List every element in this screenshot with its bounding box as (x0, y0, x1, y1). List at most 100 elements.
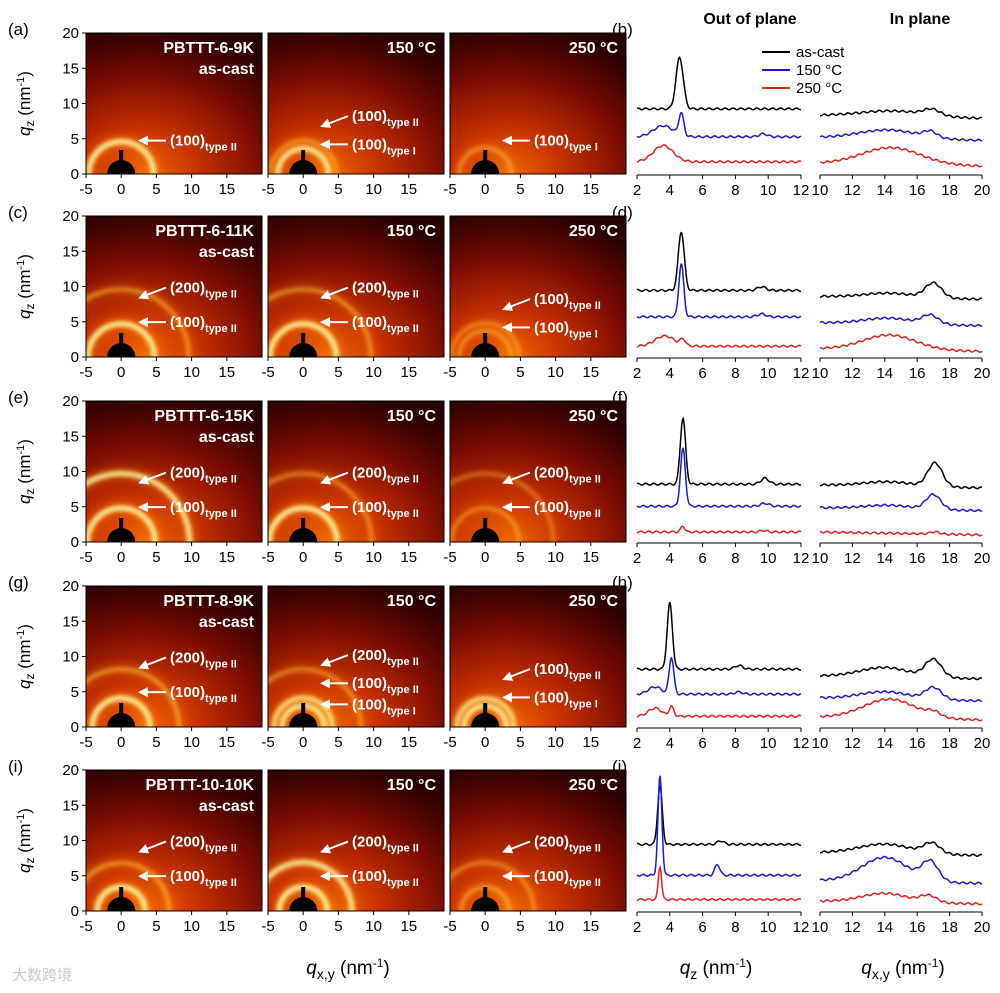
ip-profile-plot: 10 12 14 16 18 20 (812, 841, 991, 936)
y-tick-label: 20 (62, 208, 79, 225)
ip-profile-plot: 10 12 14 16 18 20 (812, 107, 990, 199)
peak-annotation: (100)type II (534, 499, 601, 520)
x-tick-label: -5 (443, 549, 456, 566)
diffraction-ring (86, 505, 158, 542)
in-plane-header: In plane (890, 11, 951, 28)
map-frame (449, 215, 627, 358)
giwaxs-map: 150 °C (200)type II (100)type II -5 0 5 10 15 (261, 769, 445, 935)
y-tick-label: 5 (71, 868, 79, 885)
oop-profile-plot: 2 4 6 8 10 12 (633, 416, 809, 567)
profile-line (636, 263, 802, 319)
map-frame (267, 215, 445, 358)
x-tick-label: 10 (183, 181, 200, 198)
x-tick-label: 4 (666, 919, 674, 936)
map-title: as-cast (199, 798, 255, 815)
annotation-arrow (138, 656, 167, 670)
peak-annotation: (200)type II (352, 465, 419, 486)
x-tick-label: 18 (941, 919, 958, 936)
x-tick-label: 15 (218, 549, 235, 566)
map-frame (267, 585, 445, 728)
x-tick-label: 10 (812, 919, 829, 936)
figure-row: (c) (d)qz (nm-1)05101520PBTTT-6-11Kas-cas… (8, 203, 990, 382)
peak-annotation: (100)type II (170, 684, 237, 705)
map-title: 250 °C (569, 40, 619, 57)
panel-letter: (c) (8, 203, 28, 222)
giwaxs-map: 250 °C (100)type II (100)type I -5 0 5 10 15 (443, 585, 627, 751)
profile-line (819, 281, 983, 301)
profile-line (820, 107, 983, 120)
peak-annotation: (100)type I (534, 319, 598, 340)
x-tick-label: 14 (876, 735, 893, 752)
legend-label: as-cast (796, 44, 845, 61)
x-tick-label: 15 (218, 734, 235, 751)
x-tick-label: 10 (760, 735, 777, 752)
peak-annotation: (200)type II (352, 280, 419, 301)
peak-annotation: (100)type II (352, 314, 419, 335)
x-tick-label: 10 (365, 918, 382, 935)
x-tick-label: 12 (844, 182, 861, 199)
x-tick-label: 10 (812, 365, 829, 382)
giwaxs-map: 250 °C (100)type II (100)type I -5 0 5 10 15 (443, 215, 627, 381)
map-frame (85, 585, 263, 728)
profile-line (636, 111, 802, 139)
x-tick-label: 10 (812, 735, 829, 752)
x-tick-label: 18 (941, 550, 958, 567)
x-tick-label: 12 (844, 550, 861, 567)
y-tick-label: 0 (71, 903, 79, 920)
map-frame (449, 585, 627, 728)
x-tick-label: 10 (547, 918, 564, 935)
profile-line (636, 864, 802, 902)
x-tick-label: 0 (481, 364, 489, 381)
x-tick-label: 10 (760, 182, 777, 199)
peak-annotation: (100)type II (170, 868, 237, 889)
watermark: 大数跨境 (12, 966, 72, 984)
figure-row: (g) (h)qz (nm-1)05101520PBTTT-8-9Kas-cast… (8, 573, 990, 752)
y-tick-label: 15 (62, 243, 79, 260)
map-frame (449, 769, 627, 912)
x-tick-label: 8 (731, 550, 739, 567)
map-title: PBTTT-8-9K (163, 593, 254, 610)
x-tick-label: -5 (79, 364, 92, 381)
peak-annotation: (100)type I (534, 689, 598, 710)
map-frame (85, 769, 263, 912)
diffraction-ring (268, 667, 363, 727)
x-tick-label: 5 (334, 549, 342, 566)
giwaxs-map: PBTTT-6-15K as-cast (200)type II (100)type … (79, 400, 263, 566)
profile-line (819, 685, 983, 703)
peak-annotation: (100)type II (352, 675, 419, 696)
map-title: 250 °C (569, 408, 619, 425)
x-tick-label: 20 (974, 550, 991, 567)
x-tick-label: 10 (812, 550, 829, 567)
x-tick-label: 0 (481, 181, 489, 198)
y-tick-label: 10 (62, 464, 79, 481)
x-tick-label: 5 (334, 734, 342, 751)
x-tick-label: 5 (334, 181, 342, 198)
x-tick-label: 2 (633, 182, 641, 199)
figure-row: (a) (b)qz (nm-1)05101520PBTTT-6-9Kas-cast… (8, 20, 990, 199)
giwaxs-map: 150 °C (200)type II (100)type II(100)type … (261, 585, 445, 751)
annotation-arrow (320, 115, 349, 128)
y-tick-label: 10 (62, 279, 79, 296)
x-tick-label: 15 (400, 181, 417, 198)
profile-line (636, 334, 802, 348)
x-tick-label: 15 (400, 918, 417, 935)
x-tick-label: 5 (516, 549, 524, 566)
giwaxs-map: PBTTT-6-9K as-cast (100)type II -5 0 5 10 15 (79, 32, 263, 198)
x-tick-label: 10 (760, 365, 777, 382)
panel-letter: (i) (8, 757, 23, 776)
x-tick-label: 15 (582, 734, 599, 751)
peak-annotation: (100)type II (534, 291, 601, 312)
profile-line (636, 56, 802, 111)
giwaxs-map: 150 °C (200)type II (100)type II -5 0 5 10 15 (261, 400, 445, 566)
y-tick-label: 10 (62, 649, 79, 666)
profile-line (636, 525, 802, 534)
diffraction-ring (86, 139, 157, 174)
x-tick-label: 20 (974, 919, 991, 936)
map-frame (267, 32, 445, 175)
legend-label: 150 °C (796, 62, 842, 79)
oop-profile-plot: 2 4 6 8 10 12 (633, 602, 809, 752)
profile-line (819, 333, 983, 353)
giwaxs-map: 250 °C (200)type II (100)type II -5 0 5 10 15 (443, 769, 627, 935)
x-tick-label: 0 (299, 549, 307, 566)
